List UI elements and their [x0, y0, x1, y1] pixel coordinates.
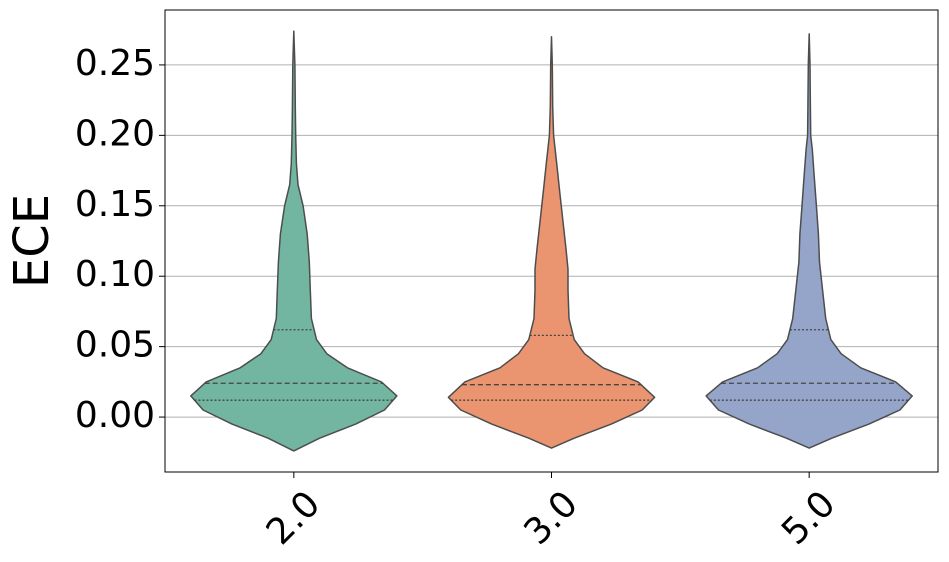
x-tick-label: 3.0	[516, 483, 585, 552]
y-tick-label: 0.00	[75, 395, 155, 436]
y-axis-label: ECE	[4, 194, 60, 288]
violin	[447, 36, 656, 449]
y-tick-label: 0.20	[75, 113, 155, 154]
plot-frame	[164, 9, 939, 473]
y-tick-label: 0.15	[75, 184, 155, 225]
violin	[705, 33, 913, 449]
violin	[190, 30, 398, 452]
x-tick-label: 5.0	[774, 483, 843, 552]
y-tick-label: 0.25	[75, 43, 155, 84]
y-tick-label: 0.10	[75, 254, 155, 295]
x-tick-label: 2.0	[259, 483, 328, 552]
y-tick-label: 0.05	[75, 325, 155, 366]
